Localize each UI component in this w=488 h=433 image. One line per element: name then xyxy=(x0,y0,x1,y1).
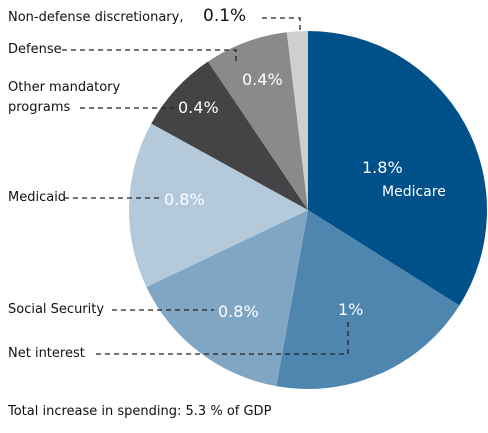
value-label: 1.8% xyxy=(362,158,403,177)
category-label: Medicaid xyxy=(8,190,67,205)
category-label: Non-defense discretionary, xyxy=(8,10,184,25)
category-label: Defense xyxy=(8,42,62,57)
category-label: Medicare xyxy=(382,184,446,200)
category-label: Social Security xyxy=(8,302,105,317)
pie-slice xyxy=(276,210,460,389)
pie-slice xyxy=(286,31,308,210)
leader-line xyxy=(262,17,301,32)
value-label: 0.8% xyxy=(218,302,259,321)
pie-slice xyxy=(208,32,308,211)
value-label: 1% xyxy=(338,300,364,319)
value-label: 0.8% xyxy=(164,190,205,209)
category-label: Other mandatory programs xyxy=(8,80,121,115)
note: Total increase in spending: 5.3 % of GDP xyxy=(8,404,272,419)
pie-slice xyxy=(151,61,308,211)
category-label: Net interest xyxy=(8,346,85,361)
pie-slice xyxy=(308,31,487,306)
value-label: 0.1% xyxy=(203,6,247,26)
value-label: 0.4% xyxy=(178,98,219,117)
leader-line xyxy=(62,49,237,62)
pie-slice xyxy=(129,123,308,287)
value-label: 0.4% xyxy=(242,70,283,89)
leader-line xyxy=(96,322,349,355)
pie-slice xyxy=(146,210,308,387)
